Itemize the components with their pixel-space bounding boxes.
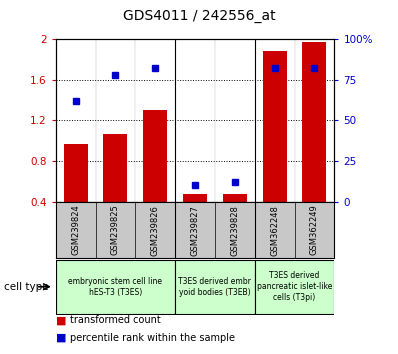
Text: GSM239827: GSM239827 — [191, 205, 199, 256]
Bar — [64, 144, 88, 242]
Text: GSM239826: GSM239826 — [151, 205, 160, 256]
Text: T3ES derived
pancreatic islet-like
cells (T3pi): T3ES derived pancreatic islet-like cells… — [257, 271, 332, 302]
Text: transformed count: transformed count — [70, 315, 160, 325]
Text: GSM239828: GSM239828 — [230, 205, 239, 256]
Text: cell type: cell type — [4, 282, 49, 292]
Bar — [183, 194, 207, 242]
Bar — [302, 42, 326, 242]
Text: GSM362249: GSM362249 — [310, 205, 319, 256]
Bar — [223, 194, 247, 242]
Text: ■: ■ — [56, 333, 70, 343]
Text: GSM239824: GSM239824 — [71, 205, 80, 256]
Text: percentile rank within the sample: percentile rank within the sample — [70, 333, 235, 343]
Bar — [263, 51, 287, 242]
Text: embryonic stem cell line
hES-T3 (T3ES): embryonic stem cell line hES-T3 (T3ES) — [68, 277, 162, 297]
Bar — [175, 259, 255, 314]
Text: T3ES derived embr
yoid bodies (T3EB): T3ES derived embr yoid bodies (T3EB) — [178, 277, 252, 297]
Bar — [56, 259, 175, 314]
Text: GSM239825: GSM239825 — [111, 205, 120, 256]
Text: ■: ■ — [56, 315, 70, 325]
Bar — [255, 259, 334, 314]
Bar — [143, 110, 167, 242]
Text: GSM362248: GSM362248 — [270, 205, 279, 256]
Bar — [103, 133, 127, 242]
Text: GDS4011 / 242556_at: GDS4011 / 242556_at — [123, 9, 275, 23]
